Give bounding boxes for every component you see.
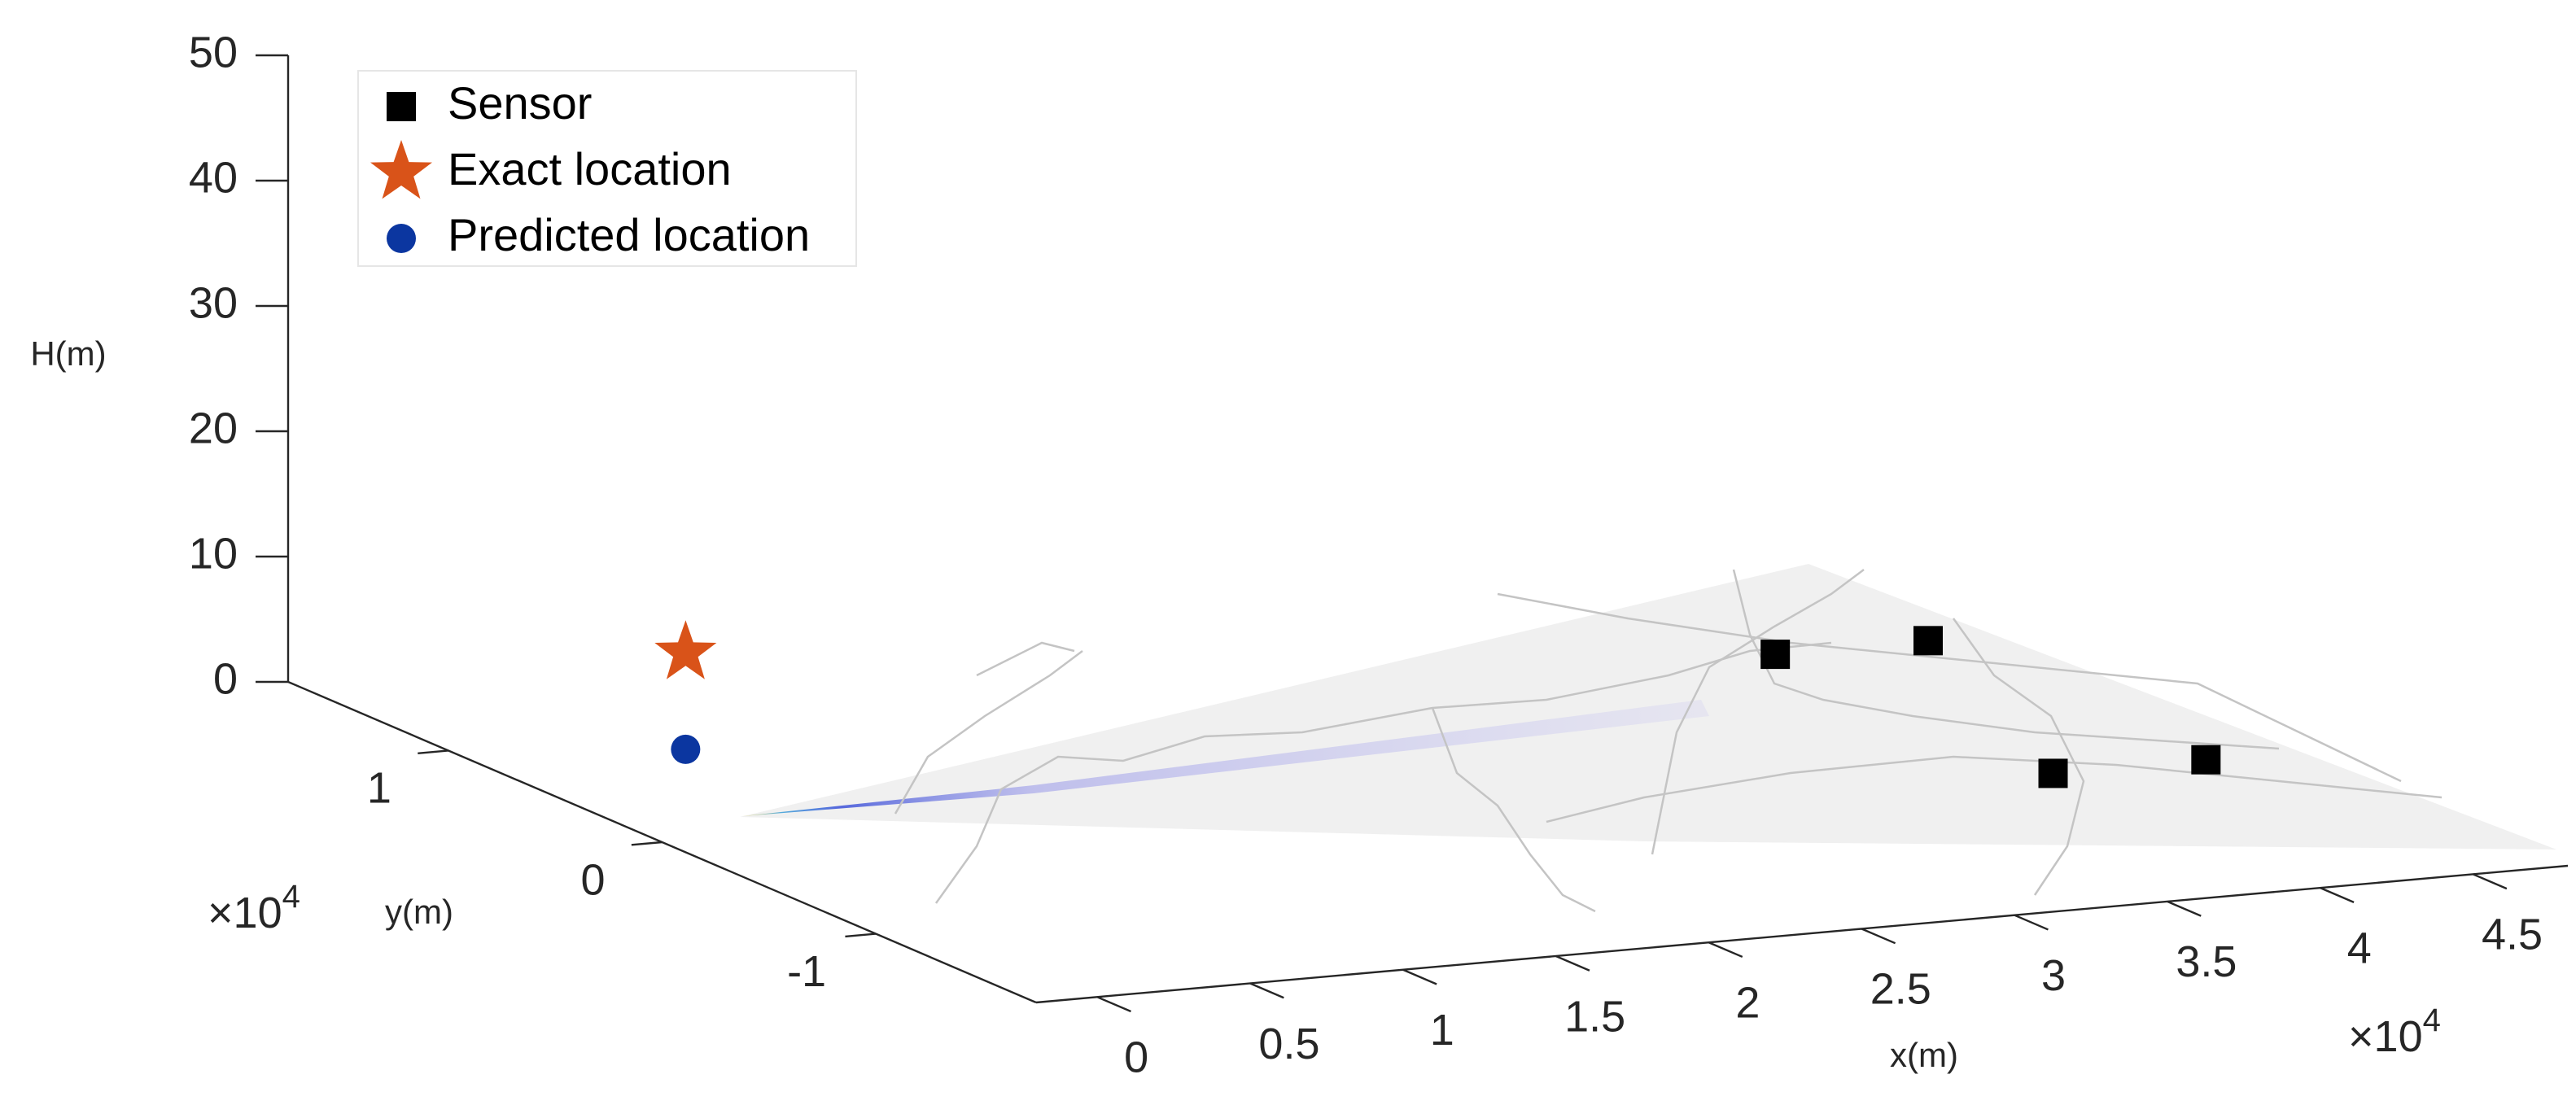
point <box>1760 640 1791 670</box>
legend-marker <box>370 140 432 199</box>
x-tick <box>1096 996 1131 1013</box>
x-axis-label: x(m) <box>1890 1036 1958 1074</box>
y-tick <box>845 932 877 938</box>
y-tick <box>631 841 663 846</box>
x-tick <box>2014 914 2049 931</box>
z-tick-label: 10 <box>189 529 238 578</box>
x-tick <box>1861 928 1896 945</box>
legend-text: Exact location <box>448 143 732 194</box>
x-tick <box>1708 941 1743 959</box>
y-multiplier: ×104 <box>208 879 300 938</box>
point <box>2191 745 2221 775</box>
y-multiplier-base: ×10 <box>208 889 282 937</box>
x-tick-label: 0.5 <box>1258 1020 1319 1068</box>
z-tick-label: 30 <box>189 278 238 327</box>
x-tick <box>2473 873 2508 890</box>
point <box>671 734 701 764</box>
x-multiplier: ×104 <box>2348 1002 2441 1062</box>
x-tick-label: 4 <box>2347 924 2372 972</box>
z-tick-label: 40 <box>189 153 238 202</box>
map-surface <box>740 564 2556 913</box>
legend-text: Sensor <box>448 77 592 129</box>
y-tick <box>418 749 449 754</box>
y-tick-label: 1 <box>367 764 391 813</box>
x-tick-label: 2 <box>1735 978 1760 1027</box>
point <box>654 620 717 679</box>
point <box>2038 758 2068 788</box>
x-axis-line <box>1035 864 2569 1004</box>
legend: Sensor Exact location Predicted location <box>357 70 857 267</box>
z-tick-label: 20 <box>189 404 238 452</box>
x-tick-label: 4.5 <box>2482 911 2543 959</box>
z-tick-label: 0 <box>213 654 238 703</box>
y-multiplier-power: 4 <box>282 879 300 915</box>
x-tick <box>1249 982 1284 999</box>
x-tick-label: 1.5 <box>1564 992 1625 1041</box>
point <box>1913 626 1943 656</box>
x-tick-label: 0 <box>1124 1033 1148 1082</box>
x-tick-label: 1 <box>1430 1006 1454 1055</box>
z-axis-label: H(m) <box>30 334 106 373</box>
x-tick <box>1402 968 1437 985</box>
z-tick-label: 50 <box>189 28 238 76</box>
x-tick <box>2320 887 2355 903</box>
x-multiplier-base: ×10 <box>2348 1012 2423 1061</box>
x-multiplier-power: 4 <box>2423 1002 2441 1038</box>
x-tick-label: 2.5 <box>1870 965 1931 1014</box>
y-tick-label: 0 <box>580 855 605 904</box>
y-axis-label: y(m) <box>385 893 453 931</box>
x-tick <box>2167 900 2202 917</box>
y-tick-label: -1 <box>787 947 826 996</box>
x-tick-label: 3 <box>2041 951 2066 1000</box>
legend-marker <box>387 92 416 121</box>
x-tick <box>1555 954 1590 972</box>
legend-marker <box>387 224 416 253</box>
x-tick-label: 3.5 <box>2176 937 2237 986</box>
legend-text: Predicted location <box>448 209 810 260</box>
legend-box <box>357 70 857 267</box>
